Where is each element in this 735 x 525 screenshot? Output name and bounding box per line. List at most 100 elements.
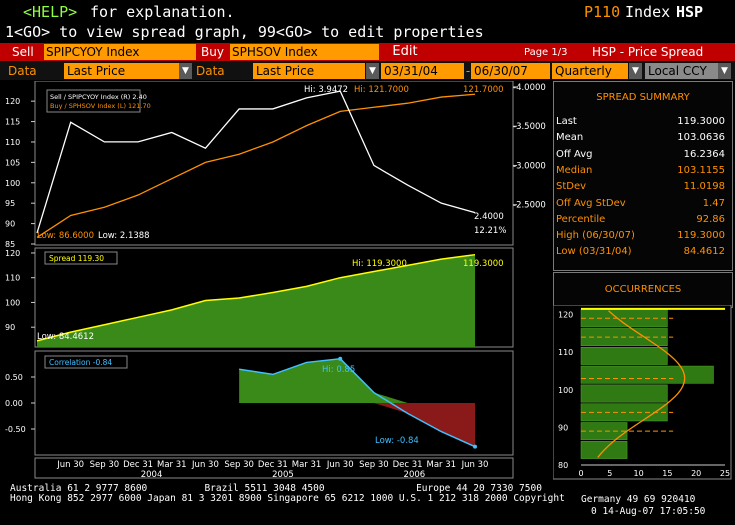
end-date-field[interactable]: 06/30/07 [471, 63, 550, 79]
help-key[interactable]: <HELP> [23, 3, 78, 21]
x-tick-label: Jun 30 [56, 460, 84, 470]
histogram-y-label: 120 [558, 311, 573, 320]
spread-legend: Spread 119.30 [49, 254, 104, 263]
x-year-label: 2004 [141, 470, 163, 479]
summary-label: Mean [556, 132, 584, 144]
histogram-y-label: 100 [558, 386, 573, 395]
x-axis-frame [34, 457, 514, 479]
function-name: HSP [676, 3, 704, 21]
legend-buy: Buy / SPHSOV Index (L) 121.70 [50, 102, 151, 110]
summary-label: High (06/30/07) [556, 230, 635, 242]
x-tick-label: Dec 31 [123, 460, 153, 470]
index-label: Index [625, 3, 671, 21]
summary-value: 11.0198 [683, 181, 725, 193]
summary-label: Last [556, 116, 577, 127]
histogram-y-label: 80 [558, 461, 568, 470]
histogram-bar [580, 422, 628, 441]
occurrences-header: OCCURRENCES [553, 272, 733, 308]
help-line: <HELP> for explanation. P110 Index HSP [0, 3, 735, 23]
spread-line [36, 253, 476, 342]
correlation-negative-area [239, 403, 475, 447]
x-axis: Jun 30 Sep 30 Dec 31 Mar 31 Jun 30 Sep 30 Dec … [34, 457, 514, 479]
data-label-2: Data [196, 64, 225, 78]
correlation-line [239, 358, 476, 448]
edit-button[interactable]: Edit [380, 44, 430, 60]
summary-label: StDev [556, 181, 587, 193]
summary-value: 92.86 [696, 213, 725, 225]
buy-ticker-field[interactable]: SPHSOV Index [230, 44, 379, 60]
left-tick-label: -0.50 [5, 425, 26, 434]
sell-ticker-field[interactable]: SPIPCYOY Index [44, 44, 196, 60]
histogram-x-label: 20 [691, 469, 701, 478]
summary-label: Off Avg [556, 148, 593, 160]
summary-label: Percentile [556, 213, 606, 225]
footer-line-3: 0 14-Aug-07 17:05:50 [591, 506, 706, 517]
right-tick-label: -3.0000 [513, 161, 546, 171]
hi-buy-label: Hi: 121.7000 [354, 85, 409, 95]
correlation-low-label: Low: -0.84 [375, 436, 419, 446]
left-tick-label: 0.50 [5, 373, 23, 382]
data-label-1: Data [8, 64, 37, 78]
data-field-1[interactable]: Last Price [64, 63, 179, 79]
x-tick-label: Dec 31 [393, 460, 423, 470]
x-tick-label: Sep 30 [359, 460, 389, 470]
left-tick-label: 120 [5, 97, 20, 106]
start-date-field[interactable]: 03/31/04 [381, 63, 464, 79]
spread-last-label: 119.3000 [463, 259, 504, 269]
spread-legend-box [44, 251, 118, 265]
period-select[interactable]: Quarterly [552, 63, 628, 79]
histogram-y-label: 110 [558, 348, 573, 357]
footer-line-2: Hong Kong 852 2977 6000 Japan 81 3 3201 … [10, 493, 565, 504]
x-tick-label: Dec 31 [258, 460, 288, 470]
correlation-legend: Correlation -0.84 [49, 358, 112, 367]
sell-series-line [36, 90, 476, 234]
currency-select[interactable]: Local CCY [645, 63, 718, 79]
x-tick-label: Jun 30 [326, 460, 354, 470]
occurrences-chart: 120 110 100 90 80 0 5 10 15 20 25 [553, 305, 732, 480]
left-tick-label: 95 [5, 199, 15, 208]
histogram-bar [580, 347, 668, 365]
left-tick-label: 100 [5, 298, 20, 307]
correlation-legend-box [44, 355, 128, 369]
function-code: P110 [584, 3, 621, 21]
charts-area: 120 115 110 105 100 95 90 85 -4.0000 -3.5000 -3.00… [5, 81, 546, 479]
x-tick-label: Sep 30 [90, 460, 120, 470]
x-year-label: 2005 [272, 470, 294, 479]
screen-title: HSP - Price Spread [592, 45, 704, 59]
instruction-line: 1<GO> to view spread graph, 99<GO> to ed… [5, 23, 484, 41]
buy-series-line [36, 93, 476, 239]
chevron-down-icon[interactable]: ▼ [179, 63, 192, 79]
last-sell-label: 2.4000 [474, 212, 504, 222]
summary-label: Off Avg StDev [556, 197, 626, 209]
left-tick-label: 0.00 [5, 399, 23, 408]
summary-value: 119.3000 [677, 116, 725, 127]
left-tick-label: 110 [5, 274, 20, 283]
last-buy-label: 121.7000 [463, 85, 504, 95]
buy-label: Buy [201, 45, 224, 59]
left-tick-label: 100 [5, 179, 20, 188]
summary-value: 103.0636 [677, 132, 725, 144]
normal-curve [597, 310, 686, 458]
sell-label: Sell [12, 45, 34, 59]
left-tick-label: 90 [5, 323, 15, 332]
x-tick-label: Mar 31 [157, 460, 187, 470]
spread-area [37, 254, 475, 347]
correlation-chart: 0.50 0.00 -0.50 Correlation -0.84 Hi: 0.85 Lo… [5, 350, 514, 456]
x-tick-label: Jun 30 [191, 460, 219, 470]
chevron-down-icon[interactable]: ▼ [629, 63, 642, 79]
correlation-low-point [473, 444, 477, 449]
x-tick-label: Mar 31 [427, 460, 457, 470]
right-tick-label: -4.0000 [513, 83, 546, 93]
left-tick-label: 115 [5, 118, 20, 127]
data-field-2[interactable]: Last Price [253, 63, 365, 79]
chevron-down-icon[interactable]: ▼ [718, 63, 731, 79]
footer-line-1b: Germany 49 69 920410 [581, 494, 696, 505]
left-tick-label: 90 [5, 220, 15, 229]
right-tick-label: -2.5000 [513, 201, 546, 211]
price-chart: 120 115 110 105 100 95 90 85 -4.0000 -3.5000 -3.00… [5, 81, 546, 249]
summary-value: 103.1155 [677, 164, 725, 176]
x-tick-label: Sep 30 [224, 460, 254, 470]
chevron-down-icon[interactable]: ▼ [366, 63, 379, 79]
left-tick-label: 105 [5, 158, 20, 167]
correlation-hi-label: Hi: 0.85 [322, 365, 355, 375]
